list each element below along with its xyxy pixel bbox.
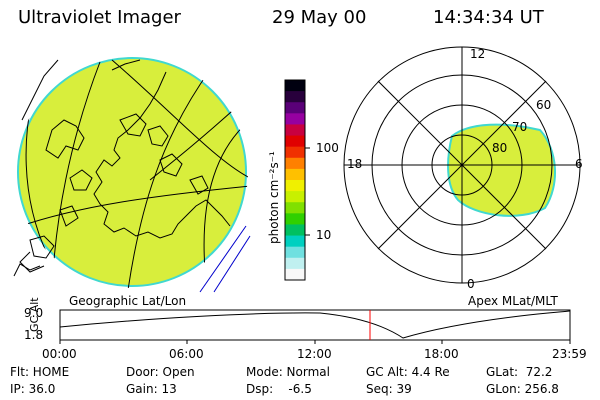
colorbar-band xyxy=(285,113,305,125)
mlt-label-18: 18 xyxy=(347,157,363,171)
xtick-1800: 18:00 xyxy=(424,347,459,361)
polar-plot xyxy=(343,46,581,284)
status-flt: Flt: HOME xyxy=(10,365,70,379)
mlat-label-70: 70 xyxy=(512,120,528,134)
xtick-2359: 23:59 xyxy=(552,347,587,361)
polar-grid xyxy=(343,46,581,284)
status-gcalt: GC Alt: 4.4 Re xyxy=(366,365,450,379)
colorbar-band xyxy=(285,268,305,281)
status-gain: Gain: 13 xyxy=(126,382,177,396)
colorbar-band xyxy=(285,213,305,225)
status-dsp: Dsp: -6.5 xyxy=(246,382,312,396)
colorbar-band xyxy=(285,224,305,237)
status-glat: GLat: 72.2 xyxy=(486,365,553,379)
altitude-ytick-min: 1.8 xyxy=(24,328,44,342)
colorbar-band xyxy=(285,91,305,103)
status-mode: Mode: Normal xyxy=(246,365,330,379)
status-ip: IP: 36.0 xyxy=(10,382,56,396)
colorbar-band xyxy=(285,102,305,114)
colorbar-band xyxy=(285,124,305,137)
altitude-frame xyxy=(59,309,571,341)
colorbar-band xyxy=(285,180,305,192)
colorbar-band xyxy=(285,191,305,203)
date-label: 29 May 00 xyxy=(272,7,367,28)
mlat-label-60: 60 xyxy=(536,98,552,112)
colorbar-band xyxy=(285,157,305,170)
altitude-curve xyxy=(59,310,571,339)
colorbar-band xyxy=(285,235,305,248)
mlt-label-6: 6 xyxy=(575,157,583,171)
xtick-0600: 06:00 xyxy=(169,347,204,361)
colorbar xyxy=(285,80,305,281)
colorbar-band xyxy=(285,202,305,214)
coastline xyxy=(19,59,231,273)
xtick-0000: 00:00 xyxy=(42,347,77,361)
altitude-ytick-max: 9.0 xyxy=(24,306,44,320)
colorbar-band xyxy=(285,146,305,159)
colorbar-tick-100: 100 xyxy=(316,141,339,155)
aurora-image-geographic xyxy=(17,57,247,287)
track-line xyxy=(199,225,247,293)
geographic-caption: Geographic Lat/Lon xyxy=(69,294,187,308)
colorbar-band xyxy=(285,135,305,148)
xtick-1200: 12:00 xyxy=(297,347,332,361)
colorbar-tick-10: 10 xyxy=(316,228,332,242)
instrument-title: Ultraviolet Imager xyxy=(18,7,181,28)
time-label: 14:34:34 UT xyxy=(433,7,544,28)
colorbar-band xyxy=(285,168,305,181)
mlt-label-0: 0 xyxy=(467,277,475,291)
geographic-map xyxy=(13,57,251,293)
altitude-plot xyxy=(59,309,571,344)
colorbar-unit-label: photon cm⁻²s⁻¹ xyxy=(267,151,281,244)
status-door: Door: Open xyxy=(126,365,195,379)
status-seq: Seq: 39 xyxy=(366,382,412,396)
apex-caption: Apex MLat/MLT xyxy=(468,294,558,308)
aurora-oval xyxy=(447,123,556,217)
colorbar-band xyxy=(285,80,305,92)
status-glon: GLon: 256.8 xyxy=(486,382,559,396)
mlat-label-80: 80 xyxy=(492,141,508,155)
colorbar-band xyxy=(285,246,305,259)
mlt-label-12: 12 xyxy=(470,47,486,61)
colorbar-band xyxy=(285,257,305,270)
